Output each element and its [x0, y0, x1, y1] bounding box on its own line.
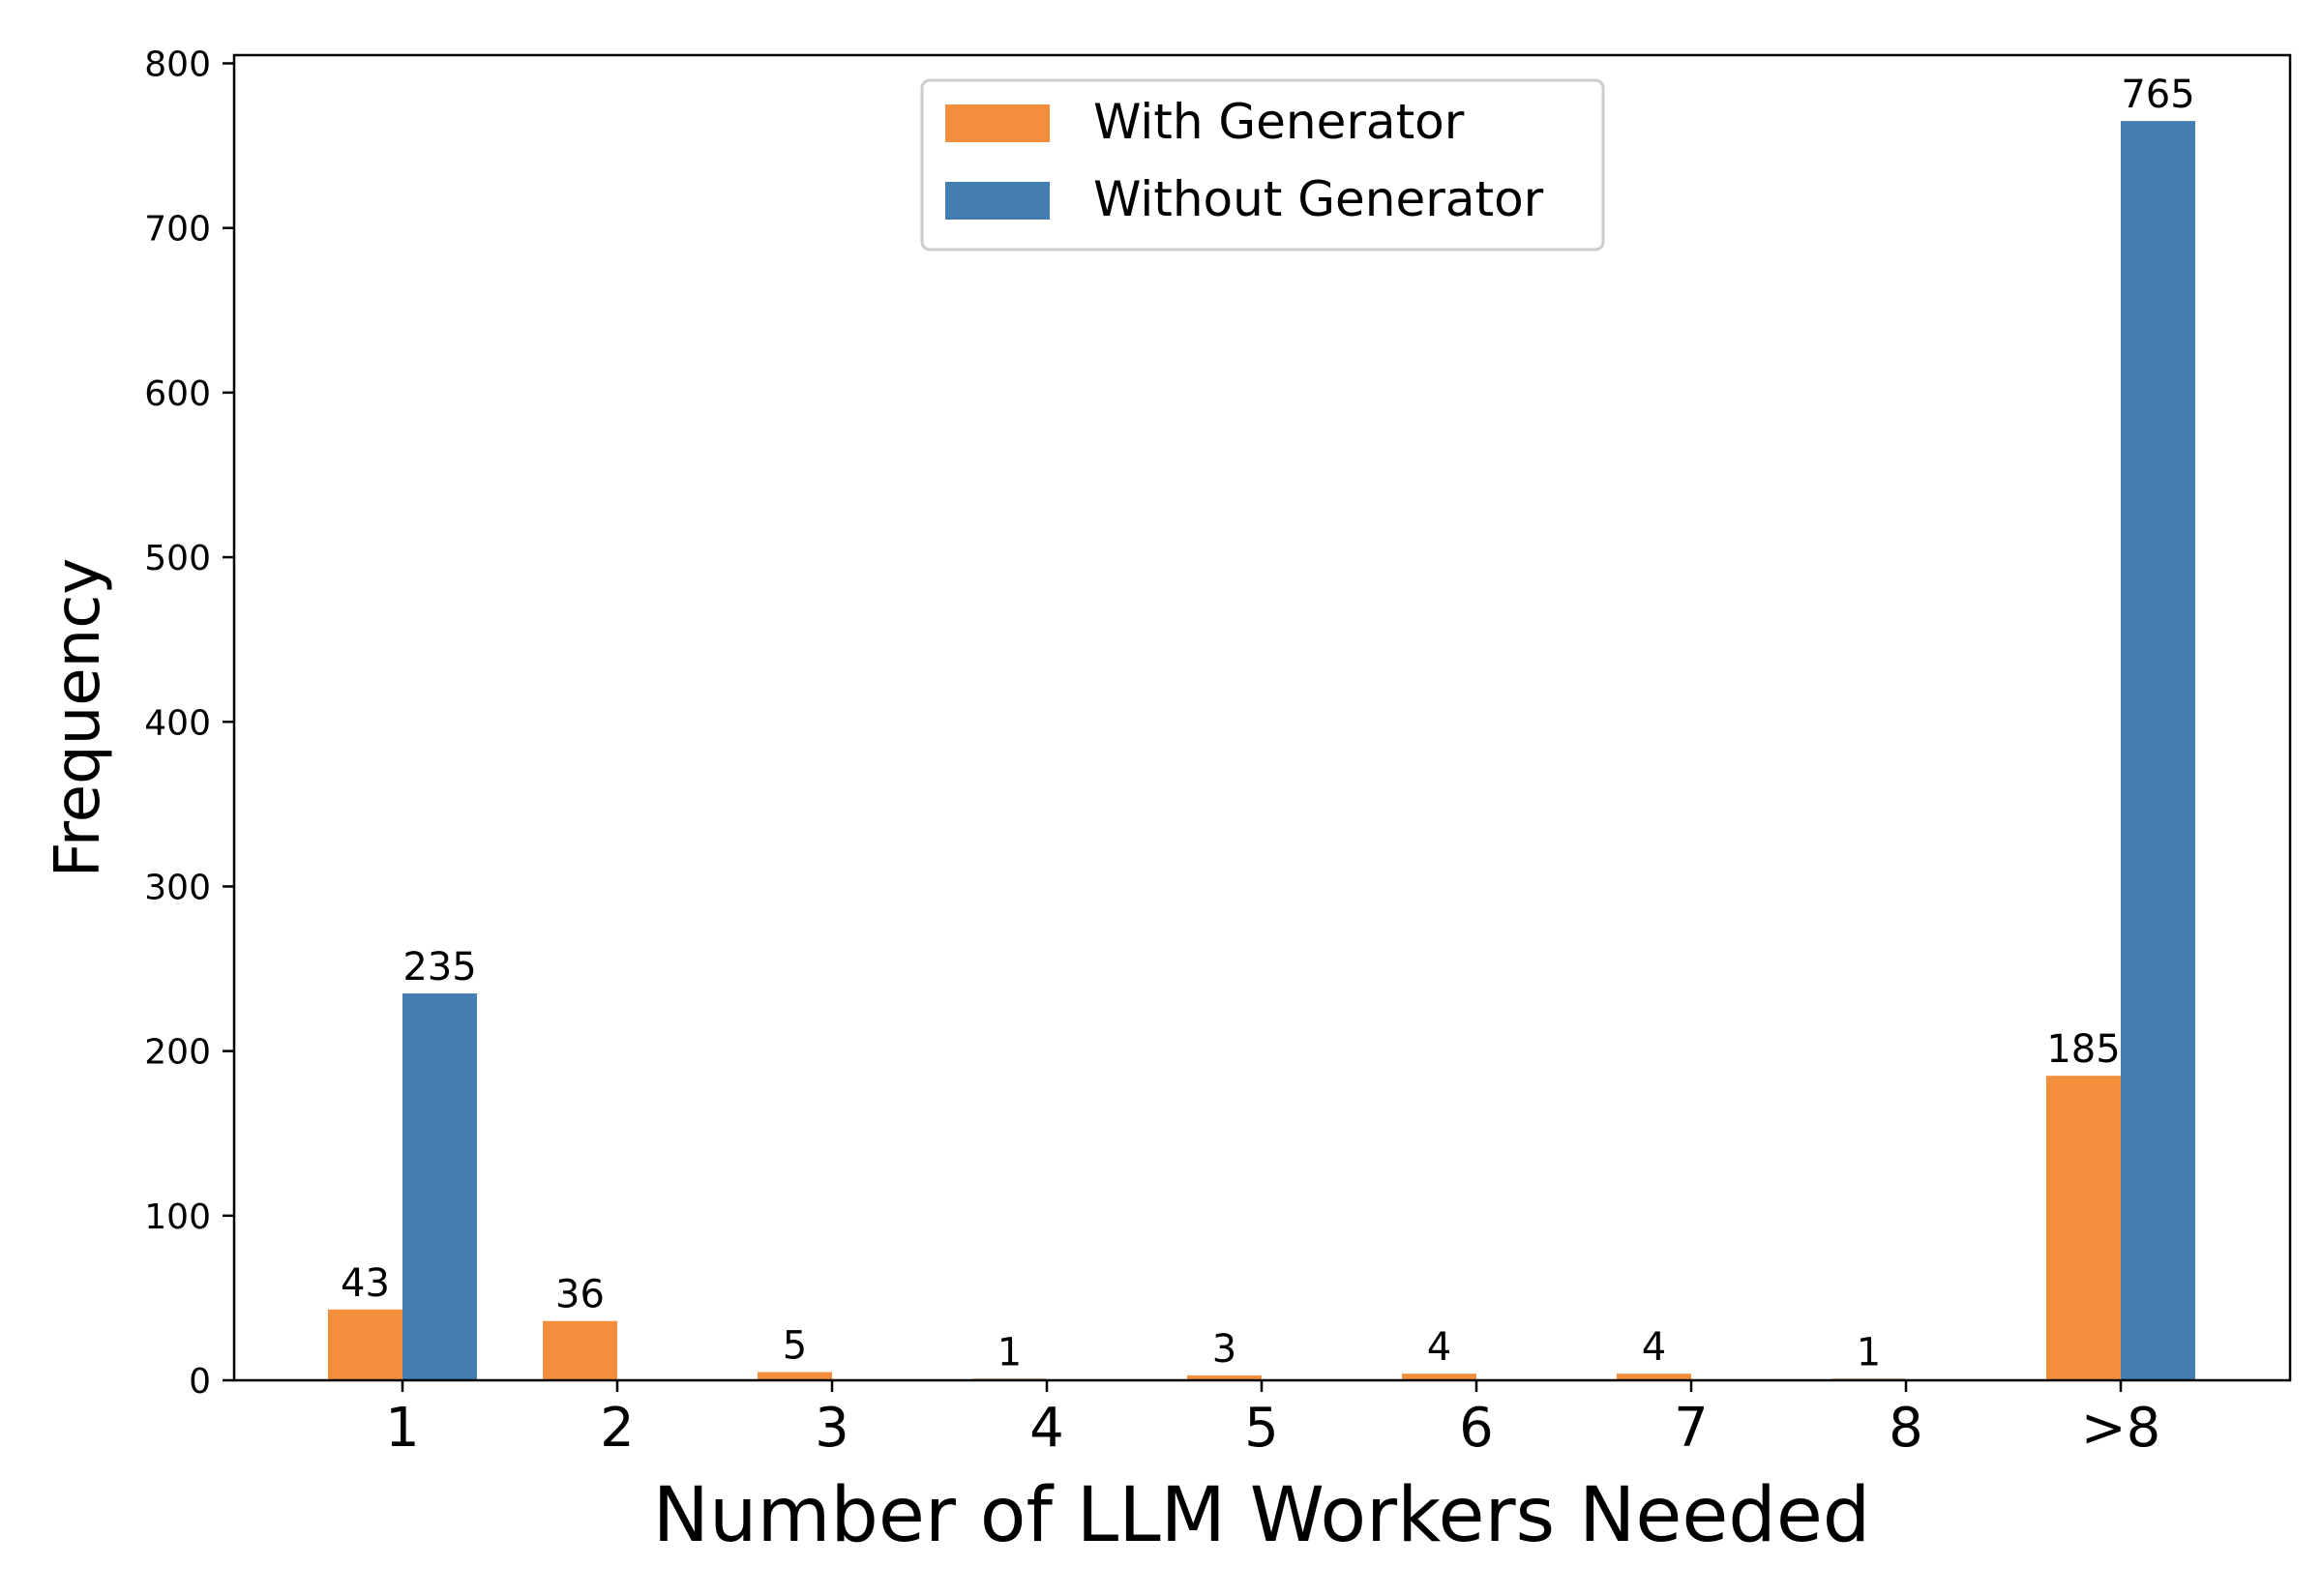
- legend-swatch-with-generator: [945, 104, 1050, 142]
- bar-labels-layer: 43 235 36 5 1 3 4 4 1 185 765: [341, 73, 2195, 1374]
- y-tick-label: 100: [144, 1197, 211, 1237]
- x-tick-label: 7: [1674, 1397, 1709, 1460]
- y-tick-label: 600: [144, 374, 211, 414]
- y-tick-label: 400: [144, 703, 211, 743]
- data-label-with-generator: 36: [555, 1273, 605, 1317]
- bar-with-generator: [328, 1309, 402, 1380]
- x-tick-label: 6: [1459, 1397, 1494, 1460]
- bar-with-generator: [2046, 1076, 2121, 1380]
- y-tick-label: 700: [144, 210, 211, 250]
- bar-with-generator: [1617, 1374, 1691, 1380]
- data-label-without-generator: 235: [402, 945, 476, 990]
- y-tick-label: 800: [144, 45, 211, 85]
- legend-label-with-generator: With Generator: [1093, 94, 1465, 150]
- data-label-with-generator: 185: [2046, 1027, 2120, 1072]
- x-tick-label: 2: [600, 1397, 635, 1460]
- data-label-with-generator: 43: [341, 1261, 390, 1306]
- x-tick-label: 8: [1889, 1397, 1923, 1460]
- data-label-with-generator: 3: [1212, 1327, 1236, 1372]
- data-label-with-generator: 5: [783, 1323, 807, 1368]
- x-tick-label: 5: [1244, 1397, 1279, 1460]
- bar-without-generator: [402, 993, 477, 1380]
- y-axis: 0 100 200 300 400 500 600 700 800: [144, 45, 234, 1402]
- data-label-with-generator: 1: [1857, 1330, 1881, 1374]
- bar-without-generator: [2121, 121, 2195, 1380]
- legend: With Generator Without Generator: [920, 78, 1605, 251]
- y-axis-label: Frequency: [43, 558, 114, 878]
- data-label-without-generator: 765: [2121, 73, 2194, 117]
- bar-with-generator: [758, 1372, 832, 1380]
- x-tick-label: 4: [1029, 1397, 1064, 1460]
- x-tick-label: 1: [385, 1397, 420, 1460]
- data-label-with-generator: 4: [1427, 1325, 1451, 1370]
- y-tick-label: 500: [144, 539, 211, 578]
- data-label-with-generator: 1: [997, 1330, 1022, 1374]
- y-tick-label: 300: [144, 868, 211, 907]
- x-tick-label: >8: [2081, 1397, 2161, 1460]
- y-tick-label: 0: [189, 1362, 211, 1402]
- bar-with-generator: [1187, 1374, 1262, 1380]
- x-axis-label: Number of LLM Workers Needed: [653, 1472, 1871, 1559]
- data-label-with-generator: 4: [1642, 1325, 1666, 1370]
- x-tick-label: 3: [815, 1397, 849, 1460]
- bar-with-generator: [1402, 1374, 1476, 1380]
- legend-swatch-without-generator: [945, 182, 1050, 220]
- x-axis: 1 2 3 4 5 6 7 8 >8: [385, 1380, 2160, 1460]
- legend-box: [920, 78, 1605, 251]
- bar-with-generator: [543, 1320, 617, 1380]
- y-tick-label: 200: [144, 1033, 211, 1073]
- legend-label-without-generator: Without Generator: [1093, 171, 1544, 227]
